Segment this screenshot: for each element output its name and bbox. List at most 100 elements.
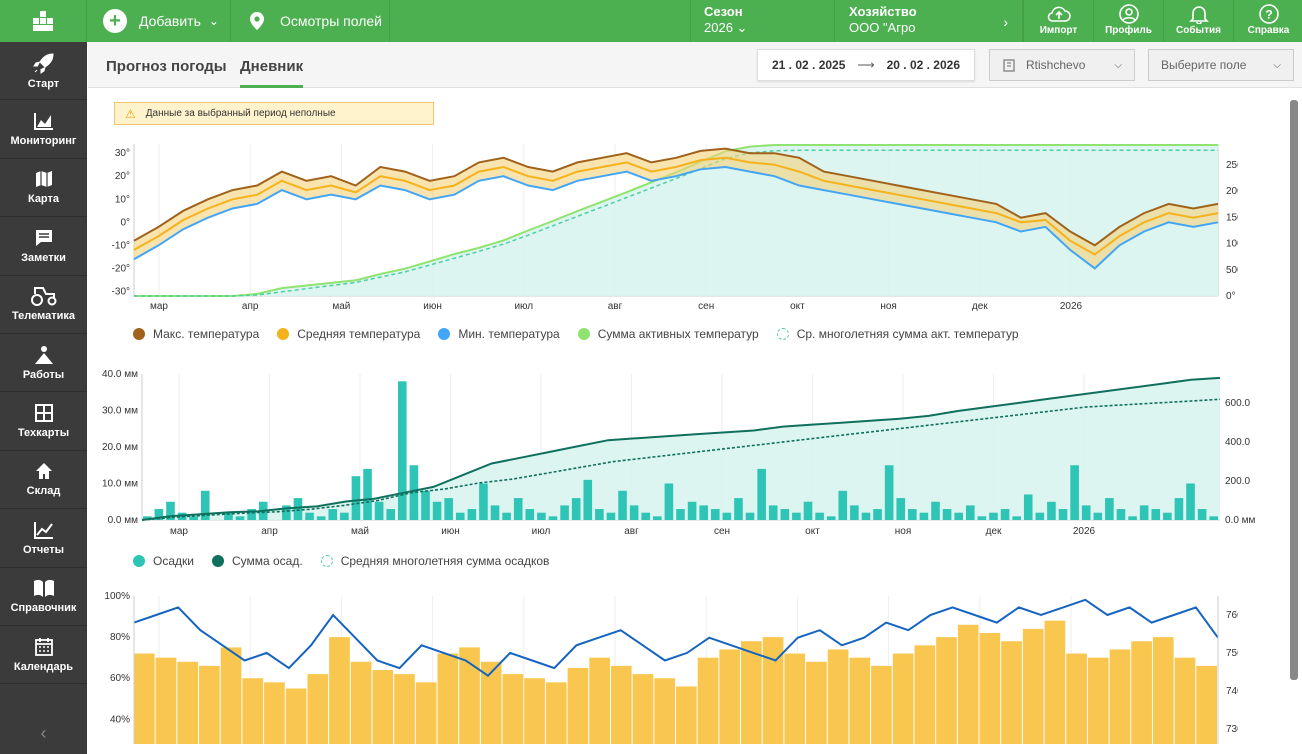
sidebar-item-map[interactable]: Карта: [0, 159, 87, 218]
app-logo[interactable]: [0, 0, 87, 42]
humidity-bar: [242, 678, 264, 744]
legend-item[interactable]: Мин. температура: [438, 327, 560, 341]
precip-bar: [687, 501, 697, 520]
station-select[interactable]: Rtishchevo ⌵: [989, 49, 1135, 81]
humidity-bar: [502, 674, 524, 744]
sidebar-item-works[interactable]: Работы: [0, 334, 87, 393]
farm-selector[interactable]: Хозяйство ООО "Агро ›: [836, 0, 1023, 42]
season-selector[interactable]: Сезон 2026 ⌄: [690, 0, 835, 42]
tab-weather-forecast[interactable]: Прогноз погоды: [106, 58, 227, 75]
humidity-bar: [827, 649, 849, 744]
precip-bar: [745, 512, 755, 520]
sidebar-item-calendar[interactable]: Календарь: [0, 626, 87, 685]
sidebar-item-techcards[interactable]: Техкарты: [0, 392, 87, 451]
chevron-down-icon: ⌄: [208, 14, 219, 28]
precip-bar: [490, 505, 500, 520]
precip-bar: [1163, 512, 1172, 520]
precip-bar: [374, 501, 384, 520]
min-temp-line: [133, 165, 1219, 270]
precip-bar: [792, 512, 801, 520]
humidity-bar: [784, 653, 806, 744]
precip-bar: [815, 512, 824, 520]
precip-bar: [989, 512, 998, 520]
sidebar-item-notes[interactable]: Заметки: [0, 217, 87, 276]
precip-bar: [722, 512, 732, 520]
profile-button[interactable]: Профиль: [1093, 0, 1163, 42]
import-label: Импорт: [1039, 25, 1078, 36]
legend-item[interactable]: Средняя температура: [277, 327, 420, 341]
sidebar-item-label: Заметки: [21, 251, 66, 264]
legend-item[interactable]: Осадки: [133, 554, 194, 568]
legend-item[interactable]: Ср. многолетняя сумма акт. температур: [776, 327, 1019, 341]
humidity-bar: [936, 637, 957, 744]
precip-bar: [548, 516, 558, 520]
humidity-bar: [350, 661, 372, 744]
legend-marker: [133, 328, 145, 340]
y2-tick-label: 1000°: [1226, 239, 1238, 250]
humidity-bar: [307, 674, 329, 744]
field-inspections-label: Осмотры полей: [280, 13, 382, 29]
legend-item[interactable]: Сумма активных температур: [577, 327, 759, 341]
date-from[interactable]: 21 . 02 . 2025: [772, 58, 846, 72]
precip-bar: [664, 483, 674, 520]
field-select[interactable]: Выберите поле ⌵: [1148, 49, 1294, 81]
field-inspections-button[interactable]: Осмотры полей: [232, 0, 390, 42]
y2-tick-label: 600.0: [1225, 398, 1250, 409]
events-button[interactable]: События: [1163, 0, 1233, 42]
gdd-normal-line: [134, 149, 1218, 297]
humidity-bar: [632, 674, 654, 744]
import-button[interactable]: Импорт: [1023, 0, 1093, 42]
date-to[interactable]: 20 . 02 . 2026: [886, 58, 961, 72]
humidity-bar: [1109, 649, 1131, 744]
tab-diary[interactable]: Дневник: [240, 58, 304, 88]
max-temp-line: [133, 147, 1219, 247]
precip-bar: [351, 476, 361, 520]
legend-item[interactable]: Макс. температура: [133, 327, 259, 341]
precip-bar: [1209, 516, 1218, 520]
x-tick-label: май: [332, 301, 350, 312]
x-tick-label: дек: [972, 301, 988, 312]
precip-bar: [386, 509, 396, 520]
humidity-bar: [437, 653, 459, 744]
sidebar-item-reports[interactable]: Отчеты: [0, 509, 87, 568]
humidity-bar: [285, 688, 307, 744]
legend-label: Средняя температура: [297, 327, 421, 341]
collapse-sidebar-icon[interactable]: ‹: [40, 723, 47, 743]
sidebar-item-monitoring[interactable]: Мониторинг: [0, 100, 87, 159]
humidity-bar: [329, 637, 350, 744]
x-tick-label: мар: [150, 301, 168, 312]
legend-marker: [277, 328, 290, 340]
cloud-upload-icon: [1047, 6, 1071, 22]
works-icon: [34, 345, 53, 364]
sidebar-item-label: Отчеты: [22, 543, 65, 556]
y-tick-label: 30.0 мм: [102, 406, 138, 417]
precip-bar: [224, 512, 233, 520]
date-range-picker[interactable]: 21 . 02 . 2025 ⟶ 20 . 02 . 2026: [757, 49, 975, 81]
top-bar: + Добавить ⌄ Осмотры полей Сезон 2026 ⌄ …: [0, 0, 1302, 42]
humidity-bar: [1022, 628, 1044, 744]
vertical-scrollbar[interactable]: [1290, 92, 1298, 732]
y2-tick-label: 500°: [1226, 265, 1238, 276]
humidity-bar: [1087, 657, 1109, 744]
house-icon: [35, 463, 52, 480]
station-icon: [1003, 59, 1015, 72]
tractor-icon: [30, 287, 56, 307]
sidebar-item-reference[interactable]: Справочник: [0, 568, 87, 626]
sidebar-item-start[interactable]: Старт: [0, 42, 87, 101]
y2-tick-label: 400.0: [1225, 437, 1250, 448]
precip-bar: [1174, 498, 1184, 520]
precip-bar: [699, 505, 708, 520]
add-button[interactable]: + Добавить ⌄: [87, 0, 231, 42]
help-button[interactable]: ? Справка: [1233, 0, 1302, 42]
sidebar-item-telematics[interactable]: Телематика: [0, 276, 87, 334]
legend-item[interactable]: Сумма осад.: [211, 554, 303, 568]
precip-bar: [432, 501, 442, 520]
y2-tick-label: 750: [1226, 648, 1238, 659]
sidebar-item-warehouse[interactable]: Склад: [0, 451, 87, 510]
legend-item[interactable]: Средняя многолетняя сумма осадков: [320, 554, 549, 568]
precip-bar: [1128, 516, 1137, 520]
legend-label: Мин. температура: [458, 327, 560, 341]
scrollbar-thumb[interactable]: [1290, 100, 1298, 680]
user-icon: [1118, 4, 1139, 24]
x-tick-label: апр: [261, 526, 278, 536]
